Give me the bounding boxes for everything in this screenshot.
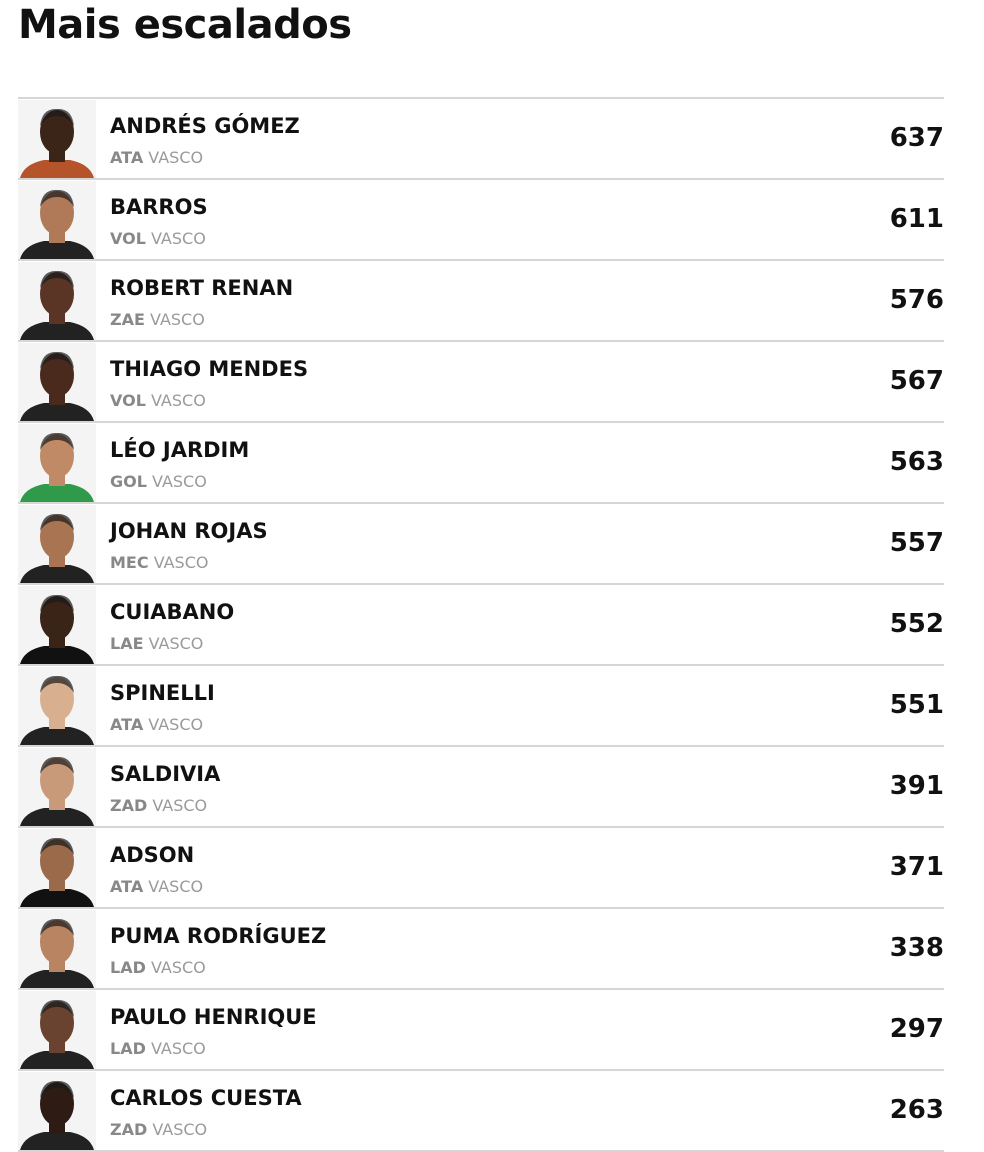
player-row[interactable]: SPINELLI ATA VASCO 551	[18, 666, 944, 747]
player-team: VASCO	[152, 472, 207, 491]
selection-count: 637	[889, 123, 944, 153]
player-row[interactable]: JOHAN ROJAS MEC VASCO 557	[18, 504, 944, 585]
player-name[interactable]: PUMA RODRÍGUEZ	[110, 924, 327, 948]
selection-count: 391	[889, 771, 944, 801]
player-team: VASCO	[152, 796, 208, 815]
player-row[interactable]: PUMA RODRÍGUEZ LAD VASCO 338	[18, 909, 944, 990]
player-row[interactable]: CARLOS CUESTA ZAD VASCO 263	[18, 1071, 944, 1152]
player-info: LAE VASCO	[110, 634, 203, 653]
player-photo	[18, 262, 96, 340]
player-name[interactable]: SALDIVIA	[110, 762, 221, 786]
player-row[interactable]: CUIABANO LAE VASCO 552	[18, 585, 944, 666]
player-info: ATA VASCO	[110, 877, 203, 896]
player-name[interactable]: LÉO JARDIM	[110, 438, 250, 462]
selection-count: 338	[889, 933, 944, 963]
selection-count: 552	[889, 609, 944, 639]
player-name[interactable]: CARLOS CUESTA	[110, 1086, 302, 1110]
selection-count: 551	[889, 690, 944, 720]
player-info: ZAE VASCO	[110, 310, 205, 329]
selection-count: 567	[889, 366, 944, 396]
player-info: ATA VASCO	[110, 715, 203, 734]
player-position: ZAE	[110, 310, 145, 329]
player-position: VOL	[110, 229, 146, 248]
selection-count: 263	[889, 1095, 944, 1125]
player-info: MEC VASCO	[110, 553, 208, 572]
player-position: GOL	[110, 472, 147, 491]
player-photo	[18, 586, 96, 664]
player-photo	[18, 748, 96, 826]
player-info: ZAD VASCO	[110, 1120, 207, 1139]
player-photo	[18, 181, 96, 259]
player-photo	[18, 991, 96, 1069]
player-team: VASCO	[148, 877, 204, 896]
player-name[interactable]: THIAGO MENDES	[110, 357, 309, 381]
player-info: LAD VASCO	[110, 1039, 206, 1058]
player-info: ZAD VASCO	[110, 796, 207, 815]
player-row[interactable]: ANDRÉS GÓMEZ ATA VASCO 637	[18, 99, 944, 180]
player-row[interactable]: PAULO HENRIQUE LAD VASCO 297	[18, 990, 944, 1071]
player-name[interactable]: PAULO HENRIQUE	[110, 1005, 317, 1029]
selection-count: 557	[889, 528, 944, 558]
player-team: VASCO	[150, 1039, 206, 1058]
player-name[interactable]: ROBERT RENAN	[110, 276, 294, 300]
player-row[interactable]: SALDIVIA ZAD VASCO 391	[18, 747, 944, 828]
player-team: VASCO	[152, 1120, 208, 1139]
player-name[interactable]: ADSON	[110, 843, 195, 867]
player-name[interactable]: BARROS	[110, 195, 208, 219]
selection-count: 297	[889, 1014, 944, 1044]
player-photo	[18, 1072, 96, 1150]
player-position: LAE	[110, 634, 144, 653]
player-info: VOL VASCO	[110, 229, 206, 248]
player-position: ATA	[110, 715, 144, 734]
player-name[interactable]: ANDRÉS GÓMEZ	[110, 114, 300, 138]
player-row[interactable]: THIAGO MENDES VOL VASCO 567	[18, 342, 944, 423]
player-position: ATA	[110, 148, 144, 167]
selection-count: 576	[889, 285, 944, 315]
player-team: VASCO	[150, 310, 205, 329]
player-photo	[18, 829, 96, 907]
player-row[interactable]: BARROS VOL VASCO 611	[18, 180, 944, 261]
player-photo	[18, 910, 96, 988]
selection-count: 611	[889, 204, 944, 234]
player-info: GOL VASCO	[110, 472, 207, 491]
player-position: LAD	[110, 958, 146, 977]
page-title: Mais escalados	[18, 2, 352, 48]
player-position: ZAD	[110, 796, 148, 815]
player-team: VASCO	[148, 634, 204, 653]
player-photo	[18, 343, 96, 421]
player-team: VASCO	[151, 391, 206, 410]
player-photo	[18, 424, 96, 502]
player-info: LAD VASCO	[110, 958, 206, 977]
selection-count: 371	[889, 852, 944, 882]
player-list: ANDRÉS GÓMEZ ATA VASCO 637 BARROS VOL VA…	[18, 97, 944, 1152]
player-position: ATA	[110, 877, 144, 896]
player-row[interactable]: LÉO JARDIM GOL VASCO 563	[18, 423, 944, 504]
player-name[interactable]: CUIABANO	[110, 600, 235, 624]
player-position: ZAD	[110, 1120, 148, 1139]
player-photo	[18, 100, 96, 178]
player-position: MEC	[110, 553, 149, 572]
player-team: VASCO	[148, 148, 204, 167]
player-position: LAD	[110, 1039, 146, 1058]
player-info: ATA VASCO	[110, 148, 203, 167]
player-row[interactable]: ADSON ATA VASCO 371	[18, 828, 944, 909]
player-row[interactable]: ROBERT RENAN ZAE VASCO 576	[18, 261, 944, 342]
player-photo	[18, 667, 96, 745]
player-team: VASCO	[153, 553, 209, 572]
selection-count: 563	[889, 447, 944, 477]
player-team: VASCO	[150, 958, 206, 977]
player-photo	[18, 505, 96, 583]
player-team: VASCO	[148, 715, 204, 734]
player-name[interactable]: SPINELLI	[110, 681, 215, 705]
player-info: VOL VASCO	[110, 391, 206, 410]
player-name[interactable]: JOHAN ROJAS	[110, 519, 268, 543]
player-position: VOL	[110, 391, 146, 410]
player-team: VASCO	[151, 229, 206, 248]
